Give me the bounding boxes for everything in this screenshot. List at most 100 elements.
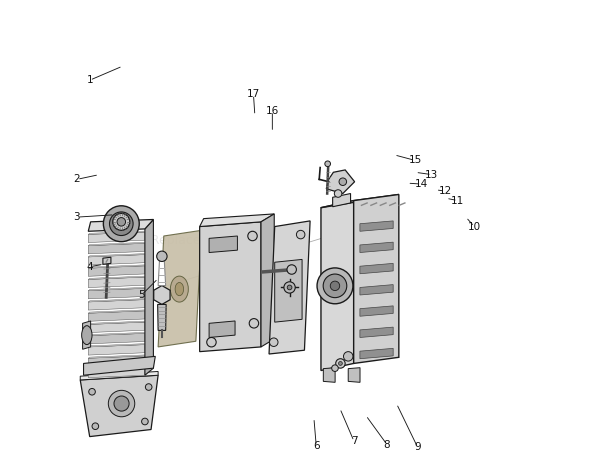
Polygon shape [353, 194, 399, 363]
Polygon shape [323, 368, 335, 382]
Circle shape [287, 285, 292, 290]
Polygon shape [360, 221, 393, 231]
Circle shape [323, 274, 347, 298]
Polygon shape [88, 366, 149, 370]
Polygon shape [103, 257, 111, 264]
Polygon shape [88, 311, 145, 321]
Circle shape [336, 359, 345, 368]
Polygon shape [321, 194, 399, 208]
Polygon shape [348, 368, 360, 382]
Circle shape [317, 268, 353, 304]
Text: eReplacementParts.com: eReplacementParts.com [143, 234, 296, 247]
Circle shape [110, 212, 133, 236]
Circle shape [287, 265, 296, 274]
Text: 6: 6 [313, 441, 320, 451]
Polygon shape [88, 367, 145, 378]
Circle shape [103, 206, 139, 242]
Polygon shape [84, 356, 155, 375]
Polygon shape [88, 288, 145, 299]
Polygon shape [158, 304, 166, 330]
Text: 5: 5 [138, 290, 145, 300]
Polygon shape [88, 219, 153, 231]
Circle shape [206, 337, 216, 347]
Polygon shape [209, 236, 237, 253]
Circle shape [116, 218, 127, 229]
Polygon shape [209, 321, 235, 337]
Circle shape [113, 213, 130, 230]
Circle shape [339, 362, 342, 365]
Text: 1: 1 [86, 75, 93, 85]
Text: 10: 10 [468, 221, 481, 232]
Polygon shape [88, 356, 145, 366]
Polygon shape [154, 286, 170, 304]
Polygon shape [333, 194, 350, 207]
Polygon shape [158, 230, 202, 347]
Polygon shape [145, 219, 153, 375]
Text: 9: 9 [414, 442, 421, 453]
Polygon shape [88, 332, 149, 336]
Ellipse shape [81, 326, 92, 345]
Circle shape [145, 384, 152, 390]
Polygon shape [360, 327, 393, 337]
Polygon shape [261, 214, 274, 347]
Polygon shape [80, 371, 158, 380]
Text: 15: 15 [409, 155, 422, 166]
Text: 14: 14 [415, 179, 428, 189]
Text: 17: 17 [247, 89, 260, 100]
Ellipse shape [175, 282, 183, 295]
Polygon shape [158, 260, 166, 286]
Polygon shape [80, 375, 158, 437]
Circle shape [343, 352, 353, 361]
Circle shape [335, 190, 342, 197]
Polygon shape [88, 321, 149, 324]
Ellipse shape [171, 276, 188, 302]
Polygon shape [321, 201, 353, 371]
Polygon shape [88, 253, 149, 257]
Polygon shape [88, 322, 145, 333]
Polygon shape [326, 170, 355, 194]
Text: 3: 3 [74, 212, 80, 222]
Circle shape [114, 396, 129, 411]
Circle shape [330, 281, 340, 291]
Circle shape [249, 319, 258, 328]
Text: 12: 12 [438, 186, 452, 196]
Polygon shape [360, 263, 393, 274]
Text: 11: 11 [451, 195, 464, 206]
Polygon shape [88, 300, 145, 310]
Text: 8: 8 [384, 439, 391, 450]
Circle shape [296, 230, 305, 239]
Polygon shape [360, 285, 393, 295]
Polygon shape [88, 254, 145, 265]
Polygon shape [88, 287, 149, 291]
Text: 2: 2 [74, 174, 80, 185]
Circle shape [92, 423, 99, 430]
Circle shape [332, 365, 338, 371]
Polygon shape [88, 355, 149, 358]
Circle shape [117, 218, 126, 226]
Circle shape [109, 390, 135, 417]
Polygon shape [199, 214, 274, 227]
Text: 7: 7 [350, 436, 358, 447]
Polygon shape [88, 277, 145, 287]
Text: 4: 4 [86, 261, 93, 272]
Circle shape [339, 178, 346, 185]
Text: 16: 16 [266, 106, 279, 116]
Text: 13: 13 [425, 169, 438, 180]
Polygon shape [83, 321, 91, 349]
Polygon shape [88, 244, 145, 254]
Circle shape [248, 231, 257, 241]
Polygon shape [360, 348, 393, 359]
Polygon shape [88, 242, 149, 246]
Polygon shape [360, 242, 393, 253]
Polygon shape [88, 345, 145, 355]
Circle shape [157, 251, 167, 261]
Polygon shape [88, 298, 149, 302]
Circle shape [88, 388, 96, 395]
Polygon shape [88, 266, 145, 276]
Circle shape [284, 282, 295, 293]
Polygon shape [88, 231, 149, 235]
Polygon shape [199, 222, 261, 352]
Polygon shape [88, 344, 149, 347]
Circle shape [270, 338, 278, 346]
Polygon shape [88, 276, 149, 279]
